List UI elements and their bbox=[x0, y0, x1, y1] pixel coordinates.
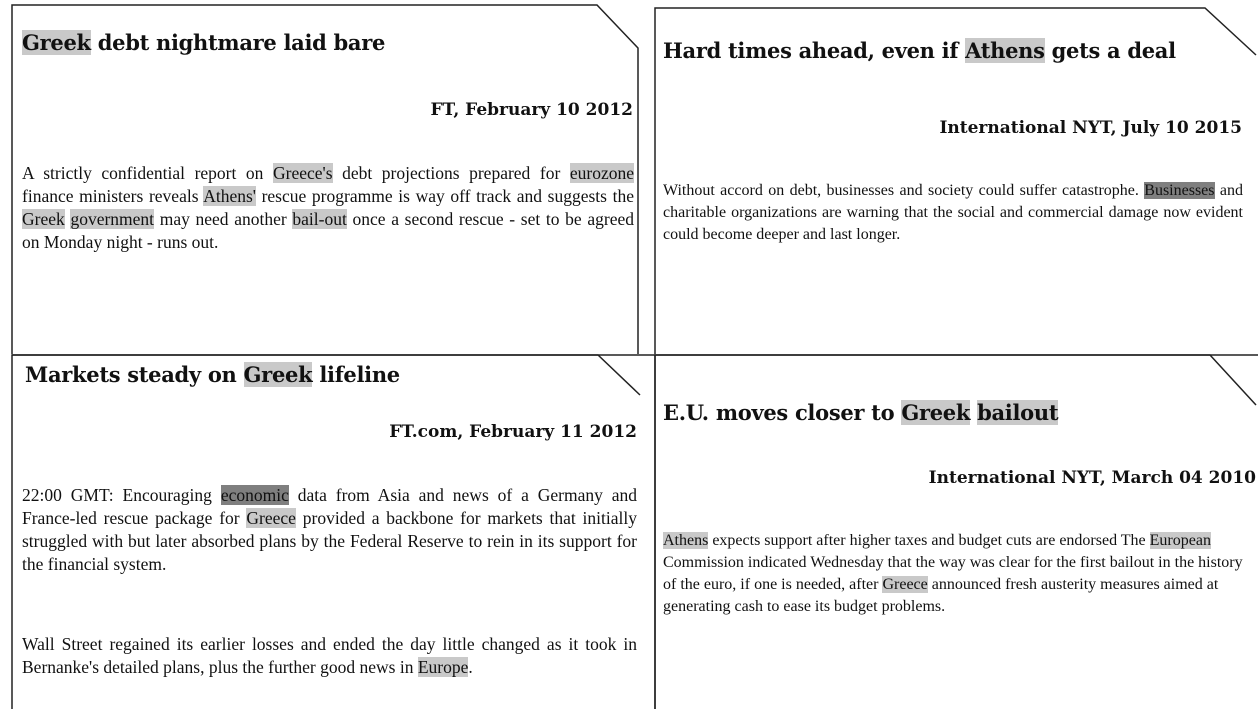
text-run: finance ministers reveals bbox=[22, 186, 204, 206]
article-source: International NYT, March 04 2010 bbox=[928, 468, 1256, 488]
text-run: announced fresh austerity measures aimed… bbox=[663, 576, 1219, 615]
highlighted-term: Athens bbox=[663, 532, 709, 549]
highlighted-term: Greek bbox=[22, 209, 65, 229]
highlighted-term: eurozone bbox=[569, 163, 634, 183]
text-run: and charitable organizations are warning… bbox=[663, 182, 1244, 243]
highlighted-term: Greece's bbox=[273, 163, 333, 183]
article-paragraph: Wall Street regained its earlier losses … bbox=[22, 633, 637, 679]
highlighted-term: Europe bbox=[417, 657, 469, 677]
highlighted-term: economic bbox=[220, 485, 289, 505]
highlighted-term: Businesses bbox=[1144, 182, 1215, 199]
card-outline bbox=[11, 4, 639, 354]
text-run: provided a backbone for markets that ini… bbox=[22, 508, 638, 574]
article-source: International NYT, July 10 2015 bbox=[939, 118, 1242, 138]
text-run: 22:00 GMT: Encouraging bbox=[22, 485, 221, 505]
article-source: FT.com, February 11 2012 bbox=[389, 422, 637, 442]
highlighted-term: government bbox=[70, 209, 155, 229]
highlighted-term: Athens' bbox=[203, 186, 256, 206]
highlighted-term: Greek bbox=[22, 30, 91, 55]
article-paragraph: 22:00 GMT: Encouraging economic data fro… bbox=[22, 484, 637, 576]
text-run: debt projections prepared for bbox=[332, 163, 570, 183]
text-run: may need another bbox=[154, 209, 293, 229]
article-title: E.U. moves closer to Greek bailout bbox=[663, 400, 1059, 425]
article-paragraph: A strictly confidential report on Greece… bbox=[22, 162, 634, 254]
article-title: Greek debt nightmare laid bare bbox=[22, 30, 385, 55]
text-run: rescue programme is way off track and su… bbox=[255, 186, 634, 206]
text-run: lifeline bbox=[312, 362, 400, 387]
highlighted-term: Greek bbox=[901, 400, 971, 425]
article-source: FT, February 10 2012 bbox=[430, 100, 633, 120]
article-title: Hard times ahead, even if Athens gets a … bbox=[663, 38, 1176, 63]
highlighted-term: Athens bbox=[965, 38, 1045, 63]
highlighted-term: Greece bbox=[882, 576, 928, 593]
text-run: Hard times ahead, even if bbox=[663, 38, 966, 63]
text-run: data from Asia and news of a Germany and… bbox=[22, 485, 638, 528]
text-run: expects support after higher taxes and b… bbox=[708, 532, 1150, 549]
text-run: A strictly confidential report on bbox=[22, 163, 273, 183]
text-run: Wall Street regained its earlier losses … bbox=[22, 634, 637, 677]
text-run: gets a deal bbox=[1044, 38, 1176, 63]
article-paragraph: Athens expects support after higher taxe… bbox=[663, 530, 1253, 618]
highlighted-term: Greek bbox=[243, 362, 313, 387]
text-run: Without accord on debt, businesses and s… bbox=[663, 182, 1145, 199]
highlighted-term: bail-out bbox=[292, 209, 347, 229]
text-run: Commission indicated Wednesday that the … bbox=[663, 554, 1243, 593]
text-run: Markets steady on bbox=[25, 362, 244, 387]
text-run: debt nightmare laid bare bbox=[90, 30, 386, 55]
text-run: . bbox=[468, 657, 473, 677]
highlighted-term: Greece bbox=[246, 508, 296, 528]
highlighted-term: European bbox=[1149, 532, 1211, 549]
article-paragraph: Without accord on debt, businesses and s… bbox=[663, 180, 1243, 246]
article-title: Markets steady on Greek lifeline bbox=[25, 362, 400, 387]
highlighted-term: bailout bbox=[977, 400, 1059, 425]
text-run: once a second rescue - set to be agreed … bbox=[22, 209, 635, 252]
text-run: E.U. moves closer to bbox=[663, 400, 902, 425]
card-outline bbox=[654, 7, 1257, 354]
